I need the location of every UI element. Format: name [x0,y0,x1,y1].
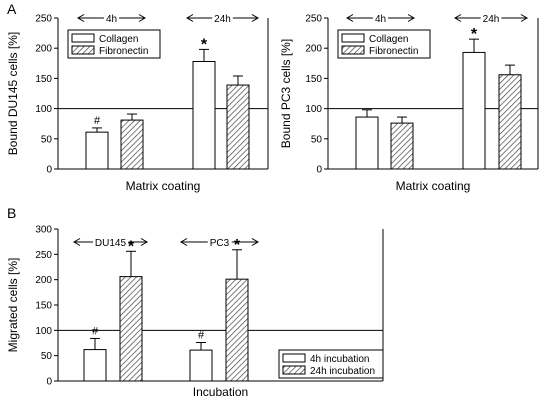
bar-collagen [462,51,486,170]
panel-label: A [7,1,17,17]
bar-4h-incubation [189,349,213,382]
bar-collagen [355,116,379,170]
bar-fibronectin [498,74,522,170]
group-label-background [372,14,389,25]
significance-star: * [201,36,208,53]
group-arrow-left-head [346,14,354,22]
y-tick-label: 0 [46,165,52,176]
y-tick-label: 100 [305,104,322,115]
significance-hash: # [94,115,101,127]
group-label-background [103,14,120,25]
legend-swatch [282,365,306,375]
legend-entry: Fibronectin [99,46,148,57]
y-tick-label: 150 [35,74,52,85]
group-label: 24h [483,14,500,25]
significance-star: * [128,238,135,255]
y-axis-label: Migrated cells [%] [6,258,20,353]
y-tick-label: 150 [305,74,322,85]
bar-24h-incubation [119,276,143,382]
y-tick-label: 250 [35,14,52,25]
y-tick-label: 50 [41,351,53,362]
y-axis-label: Bound PC3 cells [%] [279,39,293,148]
bar-24h-incubation [225,278,249,382]
group-label: DU145 [95,238,127,249]
y-tick-label: 200 [35,44,52,55]
group-label-background [480,14,502,25]
bar-fibronectin [120,119,144,170]
group-arrow-left-head [77,14,85,22]
group-arrow-left-head [180,238,188,246]
group-arrow-right-head [140,238,148,246]
bar-collagen [192,60,216,170]
y-tick-label: 250 [305,14,322,25]
y-tick-label: 300 [35,225,52,236]
legend-entry: Fibronectin [369,46,418,57]
y-tick-label: 200 [305,44,322,55]
x-axis-label: Matrix coating [126,179,201,193]
panel-label: B [7,205,16,221]
group-arrow-right-head [407,14,415,22]
legend-entry: 4h incubation [310,354,370,365]
legend-swatch [341,45,365,55]
group-arrow-left-head [186,14,194,22]
x-axis-label: Incubation [193,385,248,399]
y-tick-label: 200 [35,275,52,286]
legend-entry: Collagen [369,34,408,45]
legend-swatch [71,45,95,55]
legend-entry: 24h incubation [310,366,375,377]
y-tick-label: 100 [35,104,52,115]
group-label: 24h [214,14,231,25]
y-tick-label: 0 [316,165,322,176]
y-tick-label: 0 [46,377,52,388]
y-tick-label: 50 [41,134,53,145]
group-label-background [212,14,233,25]
group-arrow-right-head [251,238,259,246]
group-label: PC3 [210,238,230,249]
bar-collagen [85,131,109,170]
group-arrow-right-head [251,14,259,22]
group-arrow-left-head [73,238,81,246]
y-axis-label: Bound DU145 cells [%] [6,32,20,155]
y-tick-label: 100 [35,326,52,337]
bar-4h-incubation [83,349,107,382]
group-arrow-left-head [454,14,462,22]
group-label: 4h [106,14,117,25]
significance-star: * [471,26,478,43]
legend-swatch [341,33,365,43]
group-label-background [207,238,232,249]
significance-hash: # [198,329,205,341]
bar-fibronectin [226,84,250,170]
y-tick-label: 150 [35,301,52,312]
bar-fibronectin [390,122,414,170]
y-tick-label: 250 [35,250,52,261]
legend-swatch [71,33,95,43]
significance-hash: # [92,325,99,337]
group-arrow-right-head [138,14,146,22]
significance-star: * [234,237,241,254]
legend-entry: Collagen [99,34,138,45]
y-tick-label: 50 [311,134,323,145]
group-label-background [92,238,129,249]
x-axis-label: Matrix coating [396,179,471,193]
legend-swatch [282,353,306,363]
group-arrow-right-head [520,14,528,22]
group-label: 4h [375,14,386,25]
